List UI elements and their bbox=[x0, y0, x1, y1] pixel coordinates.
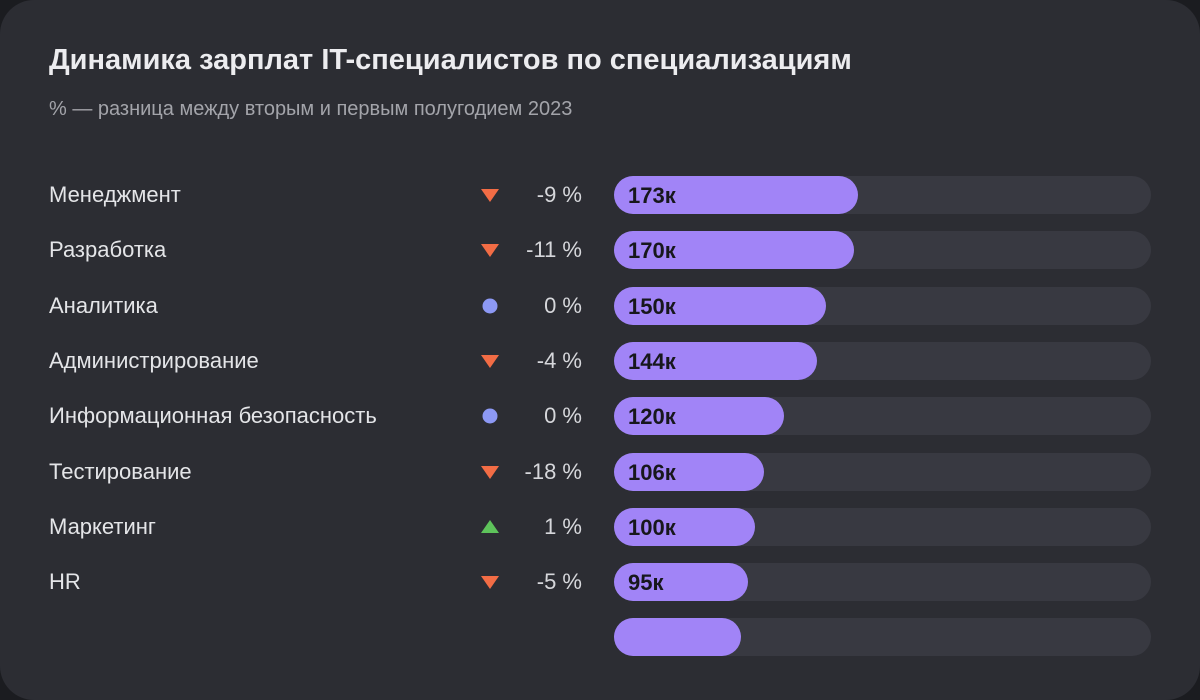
bar-value-label: 120к bbox=[628, 404, 676, 430]
triangle-down-icon bbox=[481, 353, 499, 369]
bar bbox=[614, 507, 755, 546]
triangle-down-icon bbox=[481, 187, 499, 203]
change-label: -5 % bbox=[536, 569, 582, 595]
change-label: 1 % bbox=[544, 513, 582, 539]
bar bbox=[614, 563, 748, 602]
chart-row: Администрирование -4 % 144к bbox=[0, 341, 1200, 380]
change-label: 0 % bbox=[544, 292, 582, 318]
bar-value-label: 95к bbox=[628, 570, 664, 596]
bar-value-label: 144к bbox=[628, 348, 676, 374]
category-label: Информационная безопасность bbox=[49, 403, 377, 429]
category-label: Маркетинг bbox=[49, 513, 156, 539]
bar-value-label: 170к bbox=[628, 238, 676, 264]
triangle-up-icon bbox=[481, 519, 499, 535]
category-label: Разработка bbox=[49, 237, 167, 263]
bar-value-label: 150к bbox=[628, 293, 676, 319]
dot-icon bbox=[481, 298, 499, 314]
chart-title: Динамика зарплат IT-специалистов по спец… bbox=[49, 44, 852, 76]
bar bbox=[614, 452, 764, 491]
bar bbox=[614, 286, 826, 325]
bar bbox=[614, 341, 817, 380]
change-label: 0 % bbox=[544, 403, 582, 429]
chart-row: Разработка -11 % 170к bbox=[0, 231, 1200, 270]
category-label: Менеджмент bbox=[49, 182, 181, 207]
triangle-down-icon bbox=[481, 242, 499, 258]
change-label: -4 % bbox=[536, 347, 582, 373]
bar-value-label: 173к bbox=[628, 183, 676, 208]
chart-row: Менеджмент -9 % 173к bbox=[0, 176, 1200, 214]
dot-icon bbox=[481, 408, 499, 424]
triangle-down-icon bbox=[481, 464, 499, 480]
category-label: HR bbox=[49, 569, 81, 595]
change-label: -18 % bbox=[524, 458, 582, 484]
change-label: -9 % bbox=[536, 182, 582, 207]
chart-row: Информационная безопасность 0 % 120к bbox=[0, 397, 1200, 436]
triangle-down-icon bbox=[481, 574, 499, 590]
bar bbox=[614, 397, 784, 436]
category-label: Тестирование bbox=[49, 458, 192, 484]
bar-value-label: 106к bbox=[628, 459, 676, 485]
category-label: Администрирование bbox=[49, 347, 259, 373]
chart-row: Маркетинг 1 % 100к bbox=[0, 507, 1200, 546]
chart-row: Тестирование -18 % 106к bbox=[0, 452, 1200, 491]
chart-row: Аналитика 0 % 150к bbox=[0, 286, 1200, 325]
chart-subtitle: % — разница между вторым и первым полуго… bbox=[49, 98, 573, 120]
chart-row bbox=[0, 618, 1200, 657]
category-label: Аналитика bbox=[49, 292, 158, 318]
chart-row: HR -5 % 95к bbox=[0, 563, 1200, 602]
change-label: -11 % bbox=[526, 237, 582, 263]
bar bbox=[614, 176, 858, 214]
bar bbox=[614, 618, 741, 657]
bar bbox=[614, 231, 854, 270]
bar-value-label: 100к bbox=[628, 514, 676, 540]
